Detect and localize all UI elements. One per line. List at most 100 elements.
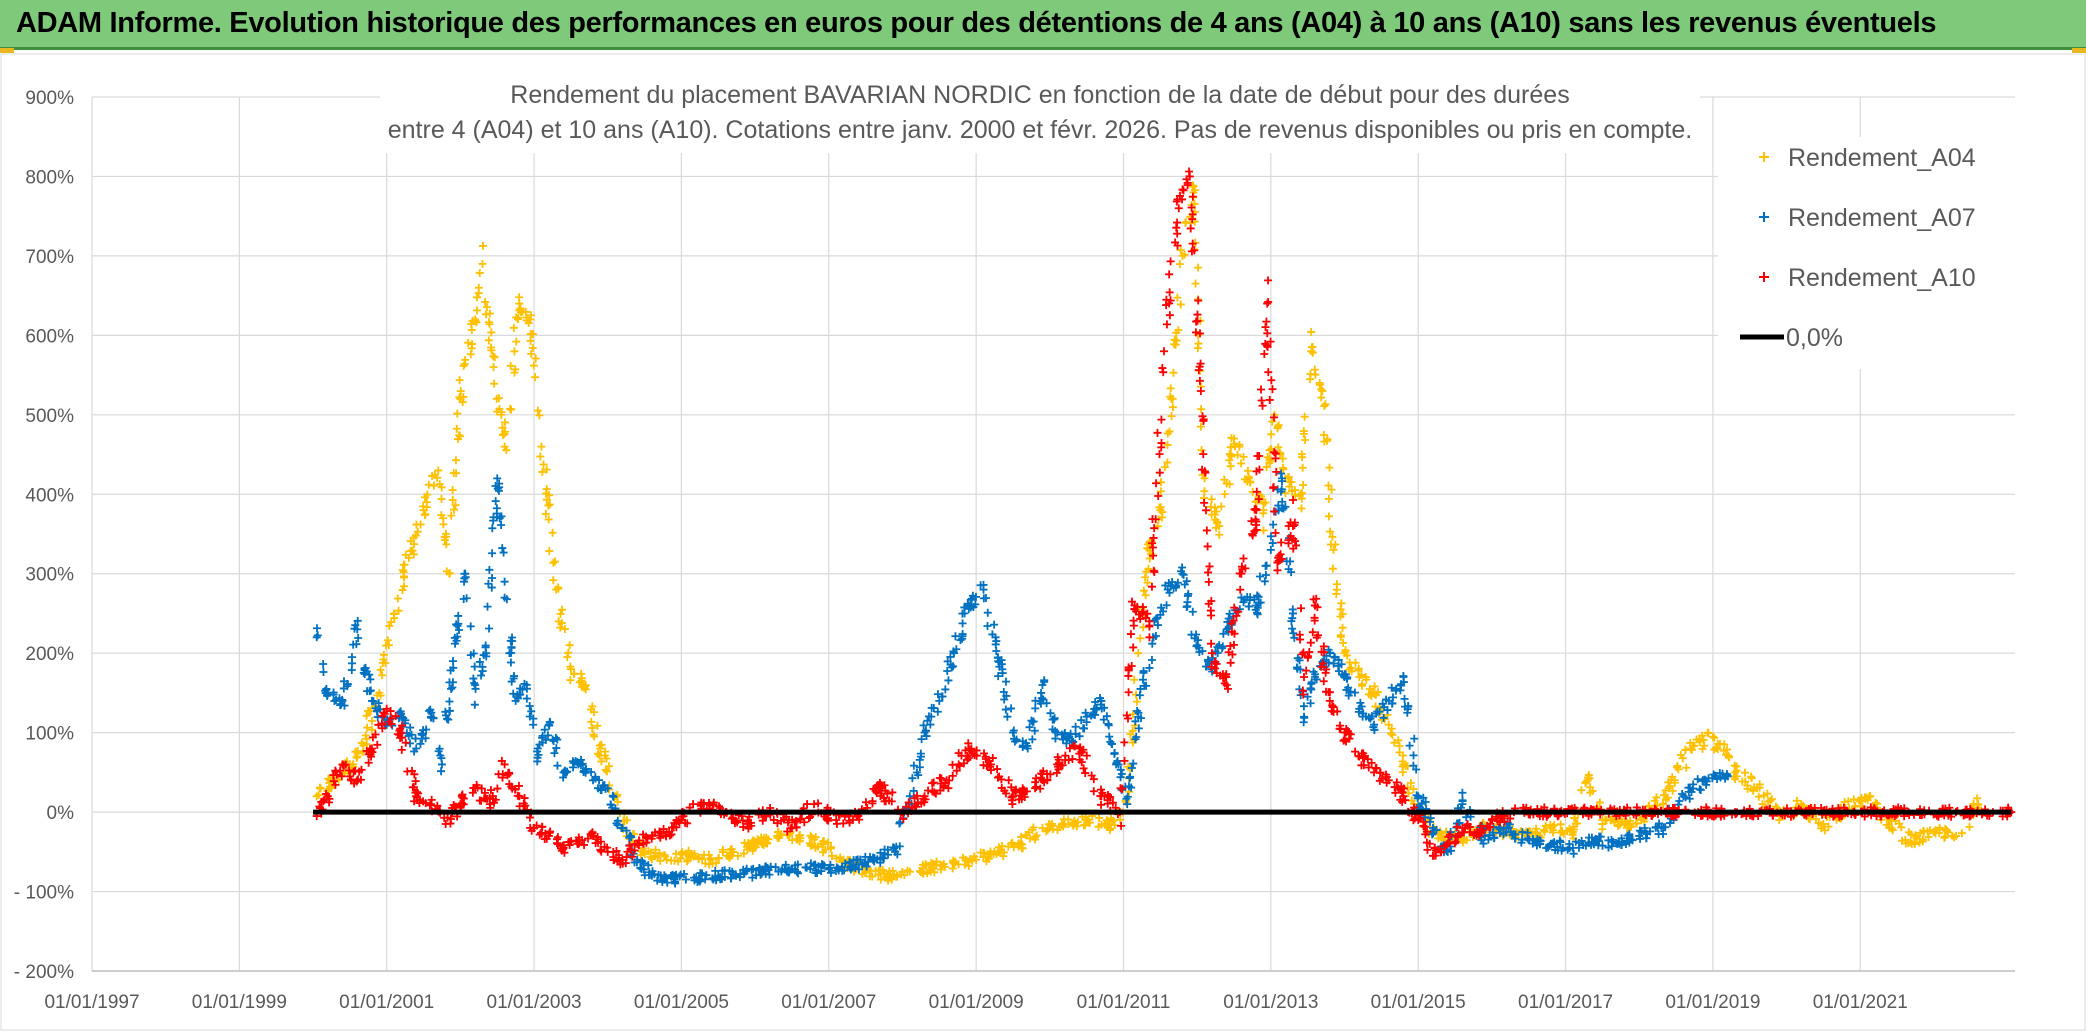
scatter-point [1220,475,1229,484]
scatter-point [826,868,835,877]
scatter-point [1409,785,1418,794]
scatter-point [1412,765,1421,774]
scatter-point [617,824,626,833]
scatter-point [1252,505,1261,514]
x-tick-label: 01/01/2021 [1813,992,1908,1013]
scatter-point [1248,531,1257,540]
scatter-point [1409,816,1418,825]
scatter-point [1320,402,1329,411]
scatter-point [1234,607,1243,616]
scatter-point [955,761,964,770]
scatter-point [1104,719,1113,728]
scatter-point [1204,568,1213,577]
scatter-point [1336,605,1345,614]
scatter-point [1319,677,1328,686]
scatter-point [796,815,805,824]
scatter-point [923,716,932,725]
scatter-point [1220,679,1229,688]
scatter-point [1173,241,1182,250]
scatter-point [861,798,870,807]
scatter-point [1277,469,1286,478]
scatter-point [1323,436,1332,445]
x-gridlines [91,97,2015,972]
scatter-point [1540,826,1548,835]
scatter-point [960,860,969,869]
scatter-point [959,853,968,862]
scatter-point [948,760,957,769]
scatter-point [1128,597,1136,606]
scatter-point [625,841,634,850]
scatter-point [1292,541,1301,550]
scatter-point [807,840,816,849]
scatter-point [454,435,463,444]
scatter-point [1713,774,1722,783]
scatter-point [758,816,767,825]
scatter-point [1156,610,1165,619]
scatter-point [1156,487,1165,496]
scatter-point [1577,786,1586,795]
scatter-point [790,818,799,827]
data-point [478,259,487,268]
scatter-point [1127,764,1136,773]
data-point [449,657,458,666]
scatter-point [793,860,802,869]
scatter-point [1194,263,1203,272]
y-tick-label: 300% [25,565,74,586]
scatter-point [1050,715,1059,724]
scatter-point [966,603,975,612]
scatter-point [1129,759,1138,768]
scatter-point [1055,822,1064,831]
scatter-point [1451,837,1460,846]
scatter-point [1299,690,1308,699]
scatter-point [353,616,362,625]
scatter-point [639,830,648,839]
scatter-point [1157,415,1166,424]
scatter-point [1226,641,1235,650]
scatter-point [492,509,501,518]
scatter-point [1141,613,1150,622]
scatter-point [490,379,499,388]
scatter-point [1504,823,1513,832]
scatter-point [1227,452,1236,461]
scatter-point [367,725,376,734]
scatter-point [729,848,738,857]
scatter-point [1220,490,1229,499]
scatter-point [485,309,494,318]
scatter-point [1740,768,1749,777]
scatter-point [1318,659,1327,668]
scatter-point [1138,675,1147,684]
scatter-point [600,842,609,851]
scatter-point [1300,713,1309,722]
scatter-point [516,304,525,313]
x-tick-label: 01/01/2005 [634,992,729,1013]
scatter-point [1663,793,1672,802]
scatter-point [1002,677,1011,686]
scatter-point [1332,589,1341,598]
scatter-point [326,782,335,791]
scatter-point [944,676,953,685]
scatter-point [1260,349,1269,358]
scatter-point [678,848,687,857]
scatter-point [1563,845,1572,854]
scatter-point [1011,785,1020,794]
scatter-point [581,764,590,773]
scatter-point [527,826,536,835]
scatter-point [549,576,558,585]
scatter-point [1099,715,1108,724]
scatter-point [1268,385,1277,394]
scatter-point [1190,246,1199,255]
scatter-point [553,735,562,744]
scatter-point [927,703,936,712]
scatter-point [1409,751,1418,760]
scatter-point [1598,841,1607,850]
scatter-point [1319,431,1328,440]
scatter-point [471,684,480,693]
scatter-point [1191,328,1200,337]
scatter-point [1178,563,1187,572]
scatter-point [845,858,854,867]
scatter-point [958,634,967,643]
scatter-point [1269,520,1278,529]
scatter-point [534,750,543,759]
y-tick-label: - 100% [14,883,74,904]
scatter-point [868,799,877,808]
